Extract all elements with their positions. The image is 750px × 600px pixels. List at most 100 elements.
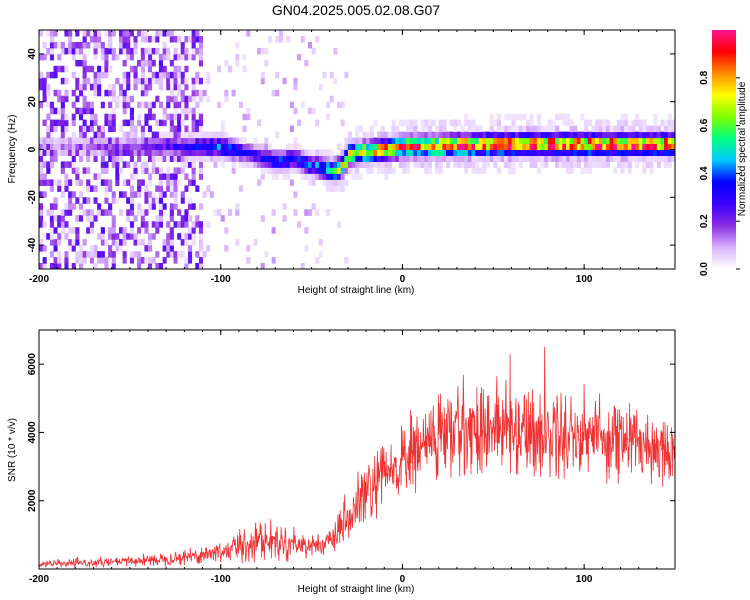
heatmap-cell bbox=[155, 36, 160, 43]
heatmap-cell bbox=[64, 233, 69, 240]
heatmap-cell bbox=[111, 125, 116, 133]
heatmap-cell bbox=[198, 149, 203, 156]
x-tick-label: -100 bbox=[211, 574, 231, 585]
heatmap-cell bbox=[242, 143, 247, 150]
heatmap-cell bbox=[467, 149, 472, 156]
heatmap-cell bbox=[507, 155, 512, 162]
heatmap-cell bbox=[645, 131, 650, 139]
heatmap-cell bbox=[188, 245, 193, 252]
heatmap-cell bbox=[584, 161, 589, 168]
heatmap-cell bbox=[155, 137, 160, 144]
heatmap-cell bbox=[198, 131, 203, 139]
heatmap-cell bbox=[366, 149, 371, 156]
heatmap-cell bbox=[526, 155, 531, 162]
heatmap-cell bbox=[293, 167, 298, 174]
heatmap-cell bbox=[137, 179, 142, 186]
heatmap-cell bbox=[293, 155, 298, 162]
heatmap-cell bbox=[115, 233, 120, 240]
heatmap-cell bbox=[613, 155, 618, 162]
heatmap-cell bbox=[667, 137, 672, 144]
heatmap-cell bbox=[198, 125, 203, 133]
heatmap-cell bbox=[271, 257, 276, 264]
heatmap-cell bbox=[151, 233, 156, 240]
heatmap-cell bbox=[271, 155, 276, 162]
heatmap-cell bbox=[177, 65, 182, 73]
heatmap-cell bbox=[635, 149, 640, 156]
heatmap-cell bbox=[162, 71, 167, 79]
heatmap-cell bbox=[129, 191, 134, 198]
heatmap-cell bbox=[402, 131, 407, 139]
heatmap-cell bbox=[344, 137, 349, 144]
heatmap-cell bbox=[547, 125, 552, 133]
heatmap-cell bbox=[638, 155, 643, 162]
heatmap-cell bbox=[224, 245, 229, 252]
heatmap-cell bbox=[195, 251, 200, 258]
heatmap-cell bbox=[442, 155, 447, 162]
heatmap-cell bbox=[540, 143, 545, 150]
heatmap-cell bbox=[482, 167, 487, 174]
heatmap-cell bbox=[580, 155, 585, 162]
heatmap-cell bbox=[177, 36, 182, 43]
heatmap-cell bbox=[89, 185, 94, 192]
heatmap-cell bbox=[79, 245, 84, 252]
heatmap-cell bbox=[68, 36, 73, 43]
heatmap-cell bbox=[122, 89, 127, 97]
heatmap-cell bbox=[340, 149, 345, 156]
heatmap-cell bbox=[402, 167, 407, 174]
heatmap-cell bbox=[97, 131, 102, 139]
heatmap-cell bbox=[89, 245, 94, 252]
heatmap-cell bbox=[417, 131, 422, 139]
heatmap-cell bbox=[86, 251, 91, 258]
heatmap-cell bbox=[79, 125, 84, 133]
heatmap-cell bbox=[180, 137, 185, 144]
heatmap-cell bbox=[173, 257, 178, 264]
heatmap-cell bbox=[169, 125, 174, 133]
heatmap-cell bbox=[438, 167, 443, 174]
heatmap-cell bbox=[413, 131, 418, 139]
heatmap-cell bbox=[53, 149, 58, 156]
heatmap-cell bbox=[49, 101, 54, 109]
heatmap-cell bbox=[111, 257, 116, 264]
heatmap-cell bbox=[329, 95, 334, 103]
heatmap-cell bbox=[496, 149, 501, 156]
heatmap-cell bbox=[489, 113, 494, 121]
heatmap-cell bbox=[235, 209, 240, 216]
heatmap-cell bbox=[384, 155, 389, 162]
heatmap-cell bbox=[660, 143, 665, 150]
heatmap-cell bbox=[39, 263, 44, 269]
heatmap-cell bbox=[188, 179, 193, 186]
heatmap-cell bbox=[42, 83, 47, 91]
heatmap-cell bbox=[93, 185, 98, 192]
heatmap-cell bbox=[369, 131, 374, 139]
heatmap-cell bbox=[475, 167, 480, 174]
heatmap-cell bbox=[315, 149, 320, 156]
heatmap-cell bbox=[39, 83, 44, 91]
heatmap-cell bbox=[177, 113, 182, 121]
heatmap-cell bbox=[377, 137, 382, 144]
heatmap-cell bbox=[315, 119, 320, 127]
heatmap-cell bbox=[111, 161, 116, 168]
heatmap-cell bbox=[151, 167, 156, 174]
heatmap-cell bbox=[591, 155, 596, 162]
heatmap-cell bbox=[217, 209, 222, 216]
heatmap-cell bbox=[562, 149, 567, 156]
heatmap-cell bbox=[111, 215, 116, 222]
heatmap-cell bbox=[642, 149, 647, 156]
heatmap-cell bbox=[57, 221, 62, 228]
heatmap-cell bbox=[64, 221, 69, 228]
figure-title: GN04.2025.005.02.08.G07 bbox=[272, 2, 440, 18]
heatmap-cell bbox=[173, 137, 178, 144]
heatmap-cell bbox=[311, 203, 316, 210]
heatmap-cell bbox=[286, 143, 291, 150]
heatmap-cell bbox=[144, 209, 149, 216]
heatmap-cell bbox=[467, 125, 472, 133]
heatmap-cell bbox=[304, 161, 309, 168]
heatmap-cell bbox=[162, 42, 167, 49]
heatmap-cell bbox=[100, 71, 105, 79]
heatmap-cell bbox=[536, 125, 541, 133]
heatmap-cell bbox=[188, 197, 193, 204]
heatmap-cell bbox=[64, 113, 69, 121]
heatmap-cell bbox=[60, 47, 65, 55]
heatmap-cell bbox=[42, 77, 47, 85]
heatmap-cell bbox=[573, 155, 578, 162]
